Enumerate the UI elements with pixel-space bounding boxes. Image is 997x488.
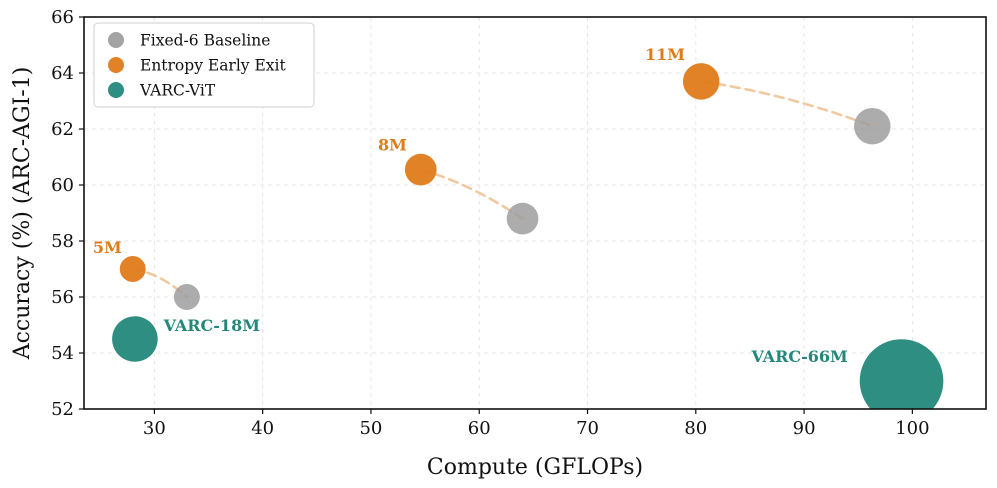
axis-ticks: 30 40 50 60 70 80 90 100 52 54 56 58 60 62 64 66 bbox=[51, 7, 929, 439]
legend-marker-early_exit bbox=[108, 57, 124, 73]
x-tick-label: 40 bbox=[251, 418, 274, 439]
y-tick-label: 54 bbox=[51, 343, 74, 364]
x-tick-label: 30 bbox=[143, 418, 166, 439]
y-axis-title: Accuracy (%) (ARC-AGI-1) bbox=[10, 67, 35, 361]
x-axis-title: Compute (GFLOPs) bbox=[427, 455, 643, 480]
x-tick-label: 70 bbox=[576, 418, 599, 439]
point-label: VARC-66M bbox=[750, 347, 847, 366]
y-tick-label: 56 bbox=[51, 287, 74, 308]
y-tick-label: 60 bbox=[51, 175, 74, 196]
x-tick-label: 90 bbox=[793, 418, 816, 439]
y-tick-label: 58 bbox=[51, 231, 74, 252]
y-tick-label: 62 bbox=[51, 119, 74, 140]
point-label: 5M bbox=[93, 238, 122, 257]
point-label: 11M bbox=[645, 45, 685, 64]
varc-point bbox=[859, 339, 944, 409]
y-tick-label: 52 bbox=[51, 399, 74, 420]
point-label: 8M bbox=[378, 136, 407, 155]
baseline-point bbox=[854, 107, 891, 145]
baseline-point bbox=[506, 202, 539, 235]
legend-label: VARC-ViT bbox=[139, 82, 216, 100]
legend: Fixed-6 Baseline Entropy Early Exit VARC-V… bbox=[93, 22, 315, 108]
y-tick-label: 66 bbox=[51, 7, 74, 28]
early_exit-point bbox=[682, 63, 720, 100]
plot-frame bbox=[83, 16, 987, 410]
baseline-point bbox=[173, 284, 200, 310]
early_exit-point bbox=[119, 256, 146, 282]
early_exit-point bbox=[404, 153, 437, 186]
x-tick-label: 50 bbox=[359, 418, 382, 439]
x-tick-label: 60 bbox=[468, 418, 491, 439]
legend-label: Fixed-6 Baseline bbox=[140, 32, 270, 50]
x-tick-label: 80 bbox=[684, 418, 707, 439]
y-tick-label: 64 bbox=[51, 63, 74, 84]
legend-marker-baseline bbox=[108, 32, 124, 48]
connector-line bbox=[699, 80, 874, 128]
legend-label: Entropy Early Exit bbox=[140, 57, 286, 75]
data-points bbox=[112, 63, 944, 409]
legend-marker-varc bbox=[108, 82, 124, 98]
legend-box bbox=[93, 22, 315, 108]
x-tick-label: 100 bbox=[895, 418, 929, 439]
point-labels: 5M 8M 11M VARC-18M VARC-66M bbox=[93, 45, 848, 366]
connector-line bbox=[419, 168, 524, 220]
varc-point bbox=[112, 316, 158, 362]
point-label: VARC-18M bbox=[163, 316, 260, 335]
